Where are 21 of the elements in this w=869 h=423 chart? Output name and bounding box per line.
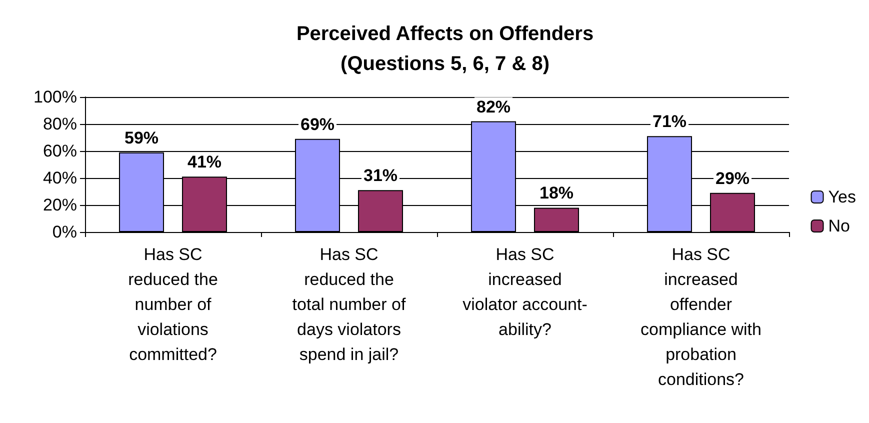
legend-label: Yes (828, 188, 856, 206)
y-tick-label: 100% (34, 88, 77, 106)
data-label: 18% (539, 184, 574, 203)
data-label: 69% (300, 114, 335, 134)
chart-title: Perceived Affects on Offenders (Questions 5, 6, 7 & 8) (296, 23, 594, 75)
data-label: 59% (124, 128, 159, 148)
y-tick-label: 0% (52, 222, 77, 242)
y-tick-label: 40% (42, 168, 77, 188)
y-tick-label: 60% (42, 142, 77, 160)
data-label: 82% (476, 97, 511, 116)
x-tick-label: Has SC increased violator account- ability? (462, 245, 588, 339)
x-tick-label: Has SC increased offender compliance with probation conditions? (640, 245, 762, 389)
legend-label: No (828, 216, 850, 236)
y-tick-label: 80% (42, 114, 77, 134)
x-tick-label: Has SC reduced the total number of days violators spend in jail? (292, 245, 406, 364)
y-tick-label: 20% (42, 196, 77, 214)
data-label: 29% (715, 168, 750, 188)
data-label: 71% (652, 112, 687, 132)
data-label: 41% (187, 152, 222, 172)
data-label: 31% (363, 166, 398, 186)
x-tick-label: Has SC reduced the number of violations committed? (128, 245, 218, 364)
